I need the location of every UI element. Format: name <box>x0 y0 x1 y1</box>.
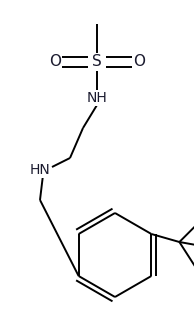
Text: O: O <box>133 55 145 70</box>
Text: O: O <box>49 55 61 70</box>
Text: NH: NH <box>87 91 107 105</box>
Text: S: S <box>92 55 102 70</box>
Text: HN: HN <box>30 163 50 177</box>
